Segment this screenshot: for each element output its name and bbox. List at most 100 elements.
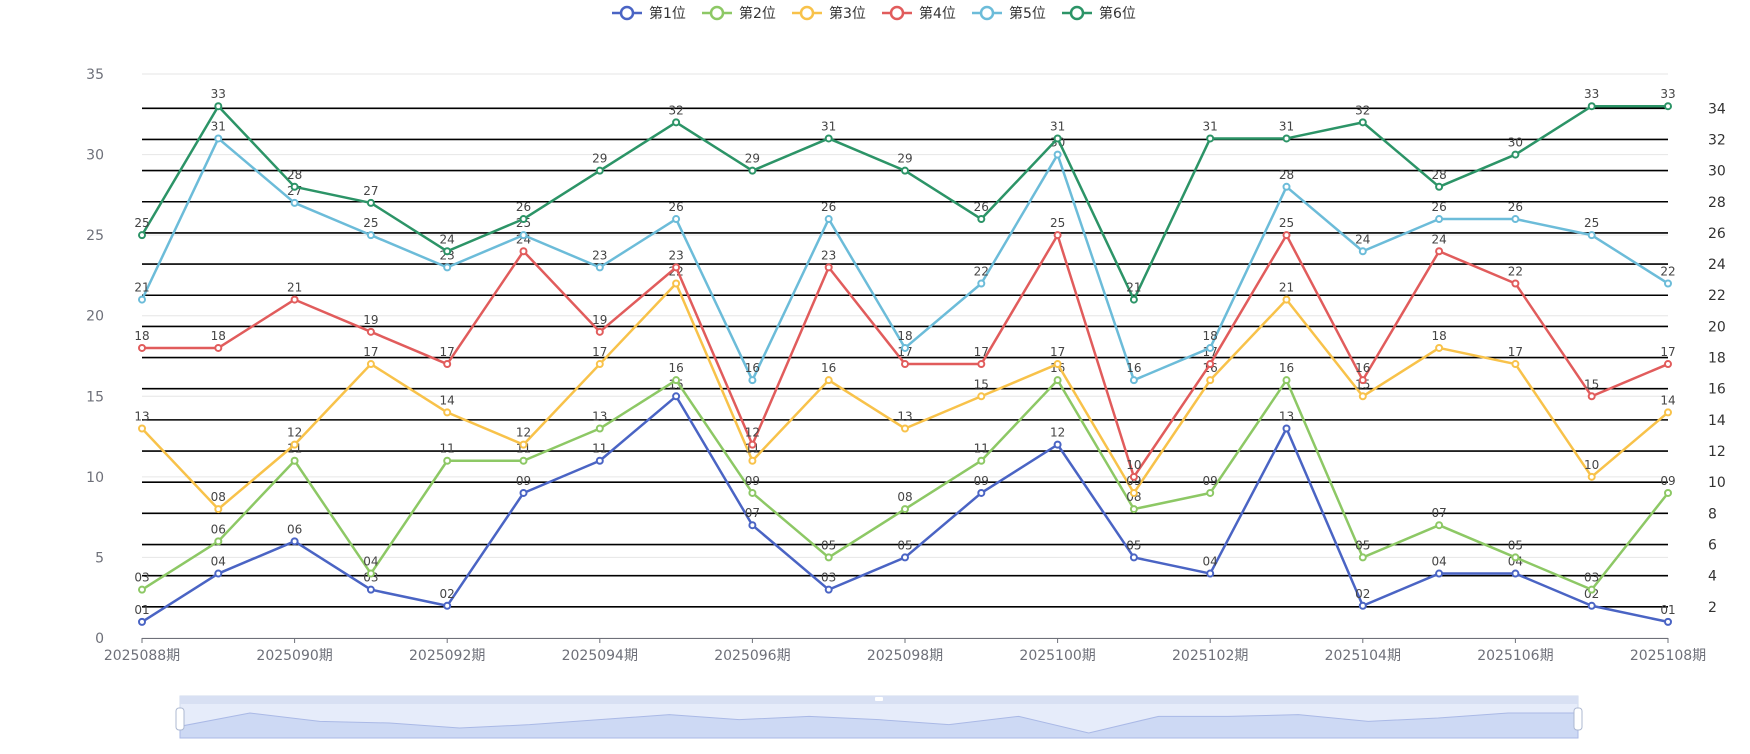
data-point [290,440,299,449]
data-label: 29 [897,152,912,166]
data-label: 33 [1584,87,1599,101]
data-point [748,440,757,449]
data-label: 11 [440,442,455,456]
data-point [1358,376,1367,385]
data-point [1358,553,1367,562]
data-label: 16 [821,361,836,375]
data-point [595,166,604,175]
data-point [1358,118,1367,127]
x-tick-label: 2025108期 [1630,648,1706,664]
data-point [1358,392,1367,401]
data-label: 24 [1355,232,1370,246]
y2-tick-label: 34 [1708,101,1726,117]
data-label: 22 [1660,264,1675,278]
y-tick-label: 0 [95,631,104,647]
data-label: 03 [821,571,836,585]
data-label: 24 [1431,232,1446,246]
data-point [595,360,604,369]
data-point [443,456,452,465]
data-point [977,488,986,497]
data-point [366,569,375,578]
grid-lines [142,73,1668,639]
data-point [824,585,833,594]
data-point [824,263,833,272]
data-label: 25 [134,216,149,230]
zoom-move-handle[interactable] [875,697,883,701]
data-point [1129,376,1138,385]
data-point [214,569,223,578]
data-point [1053,376,1062,385]
data-point [672,118,681,127]
data-point [901,343,909,352]
data-point [138,585,146,594]
data-label: 23 [821,248,836,262]
y2-tick-label: 10 [1708,475,1726,491]
data-point [595,456,604,465]
data-label: 28 [287,168,302,182]
data-point [138,617,146,626]
data-label: 33 [211,87,226,101]
data-label: 05 [1126,538,1141,552]
legend-marker [799,5,815,21]
legend-item[interactable]: 第6位 [1062,5,1136,22]
y2-tick-label: 24 [1708,257,1726,273]
y2-tick-label: 4 [1708,569,1717,585]
data-point [901,166,909,175]
data-point [1129,505,1138,514]
y2-tick-label: 22 [1708,288,1726,304]
data-label: 23 [592,248,607,262]
data-label: 31 [211,119,226,133]
y2-tick-label: 6 [1708,538,1717,554]
data-label: 25 [363,216,378,230]
data-point [1206,134,1215,143]
data-label: 01 [1660,603,1675,617]
data-label: 31 [1203,119,1218,133]
y-tick-label: 5 [95,550,104,566]
legend-marker [1069,5,1085,21]
legend-item[interactable]: 第4位 [882,5,956,22]
data-label: 13 [1279,410,1294,424]
data-point [595,424,604,433]
data-label: 17 [440,345,455,359]
zoom-handle-right[interactable] [1573,707,1583,731]
data-point [1053,360,1062,369]
data-point [901,505,909,514]
legend-item[interactable]: 第2位 [702,5,776,22]
data-point [1587,472,1596,481]
data-point [366,231,375,240]
data-point [1282,424,1291,433]
legend-item[interactable]: 第1位 [612,5,686,22]
legend-item[interactable]: 第3位 [792,5,866,22]
data-point [519,231,528,240]
y2-tick-label: 32 [1708,132,1726,148]
data-label: 16 [1355,361,1370,375]
data-point [1435,521,1444,530]
data-label: 19 [363,313,378,327]
data-point [1282,182,1291,191]
legend-item[interactable]: 第5位 [972,5,1046,22]
x-axis: 2025088期 2025090期 2025092期 2025094期 2025096期… [104,638,1706,664]
data-point [748,521,757,530]
data-point [824,215,833,224]
data-label: 17 [1660,345,1675,359]
data-label: 19 [592,313,607,327]
data-label: 03 [1584,571,1599,585]
y-tick-label: 30 [86,148,104,164]
data-label: 26 [821,200,836,214]
data-point [977,360,986,369]
data-label: 14 [1660,393,1675,407]
data-label: 13 [592,410,607,424]
zoom-handle-left[interactable] [175,707,185,731]
data-point [672,263,681,272]
data-point [519,247,528,256]
data-point [1053,231,1062,240]
x-tick-label: 2025104期 [1325,648,1401,664]
data-label: 25 [1279,216,1294,230]
data-point [1664,360,1672,369]
data-label: 23 [668,248,683,262]
legend-label: 第3位 [829,5,866,22]
data-label: 26 [1431,200,1446,214]
data-point [1664,279,1672,288]
